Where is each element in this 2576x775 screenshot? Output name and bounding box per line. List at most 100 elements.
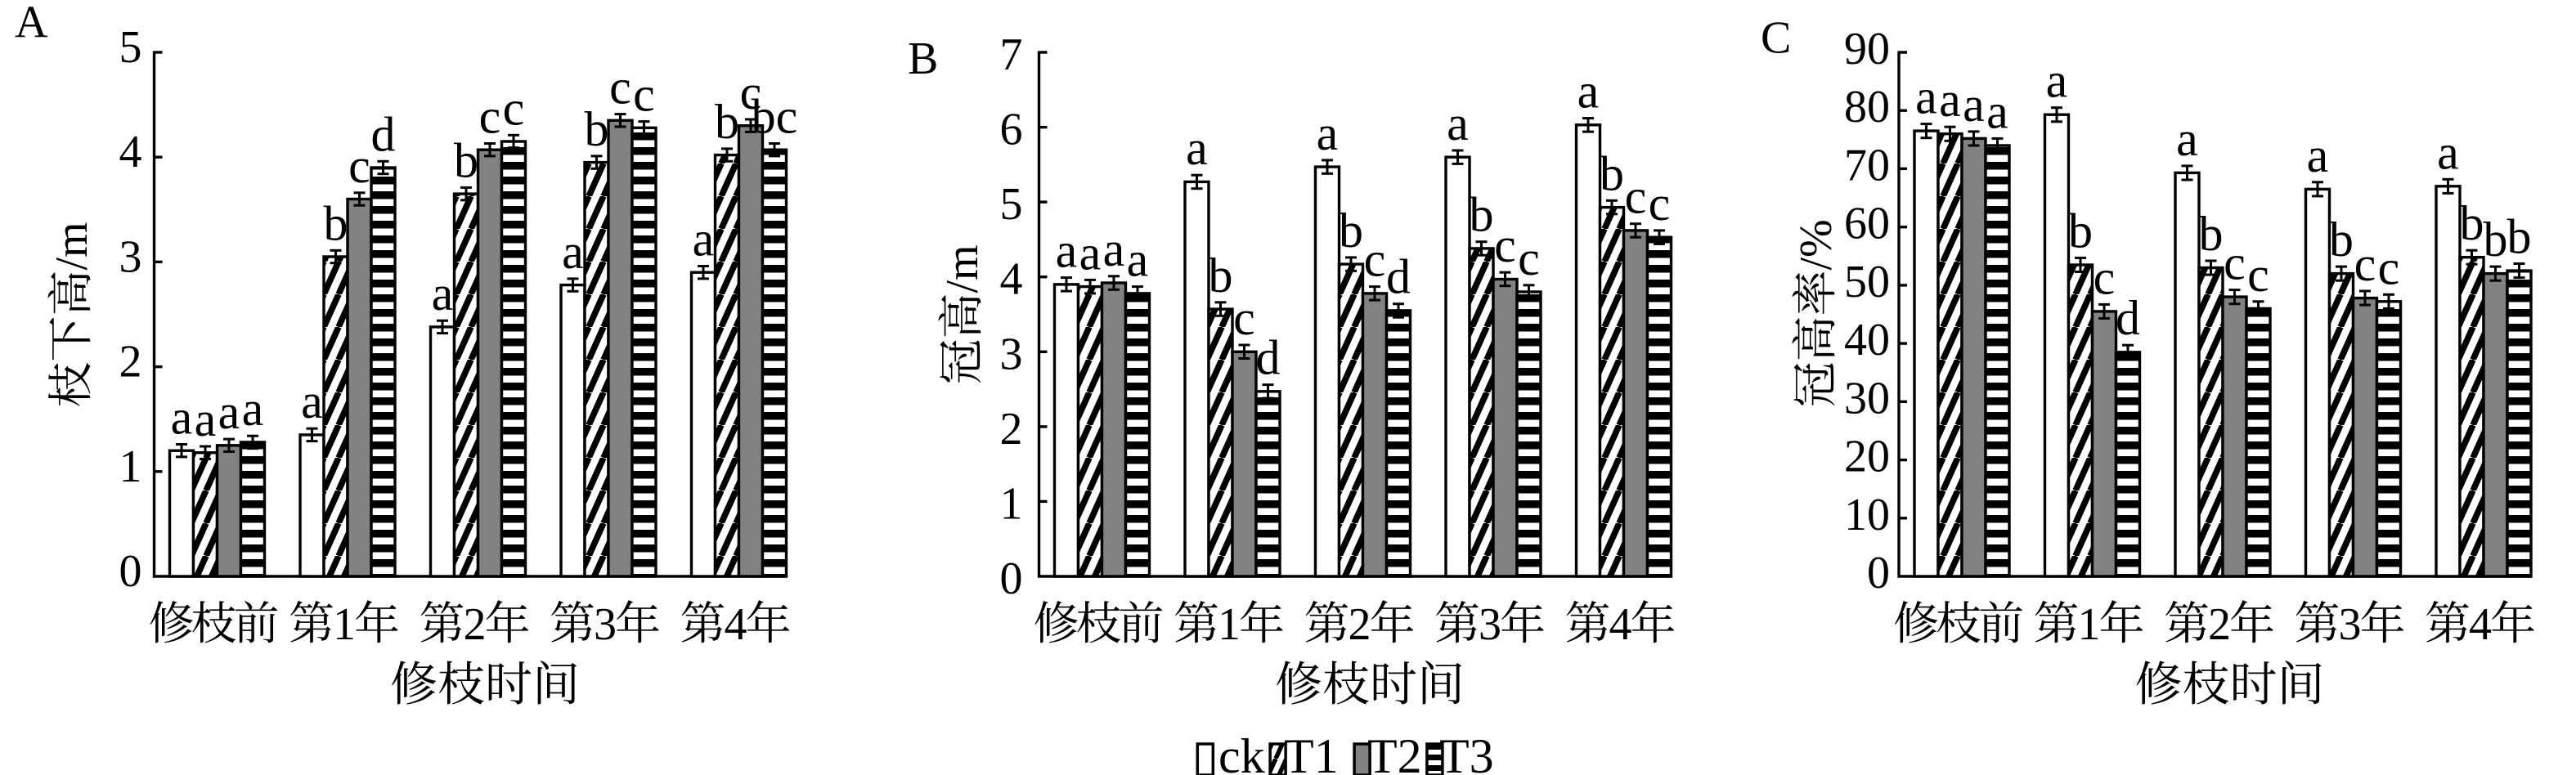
svg-text:a: a bbox=[1915, 70, 1937, 124]
svg-text:3: 3 bbox=[1479, 599, 1501, 650]
svg-text:c: c bbox=[1649, 177, 1671, 231]
svg-text:2: 2 bbox=[464, 599, 487, 650]
svg-text:C: C bbox=[1761, 13, 1791, 64]
svg-text:50: 50 bbox=[1844, 257, 1890, 307]
svg-text:a: a bbox=[562, 225, 584, 279]
svg-text:c: c bbox=[2094, 250, 2116, 304]
svg-text:A: A bbox=[15, 0, 48, 48]
svg-text:40: 40 bbox=[1844, 315, 1890, 365]
svg-text:c: c bbox=[1494, 218, 1516, 272]
svg-text:c: c bbox=[503, 81, 525, 135]
svg-text:b: b bbox=[1339, 204, 1363, 258]
svg-text:2: 2 bbox=[119, 337, 142, 388]
svg-text:70: 70 bbox=[1844, 140, 1890, 190]
svg-text:a: a bbox=[1963, 78, 1985, 132]
svg-text:a: a bbox=[693, 213, 715, 267]
svg-text:4: 4 bbox=[119, 127, 142, 177]
svg-text:a: a bbox=[1186, 121, 1208, 175]
svg-text:/m: /m bbox=[937, 244, 988, 293]
svg-text:b: b bbox=[454, 133, 478, 187]
svg-text:a: a bbox=[1103, 222, 1125, 276]
svg-text:b: b bbox=[585, 102, 609, 156]
svg-text:B: B bbox=[908, 34, 938, 84]
svg-text:c: c bbox=[1233, 291, 1255, 345]
svg-text:c: c bbox=[609, 60, 631, 114]
svg-text:b: b bbox=[324, 196, 348, 250]
svg-text:30: 30 bbox=[1844, 373, 1890, 423]
svg-text:b: b bbox=[2329, 213, 2354, 267]
svg-text:d: d bbox=[371, 107, 396, 161]
svg-text:ck: ck bbox=[1218, 729, 1265, 775]
svg-text:bc: bc bbox=[752, 90, 798, 144]
svg-text:a: a bbox=[1056, 224, 1078, 278]
svg-text:2: 2 bbox=[1000, 404, 1023, 455]
svg-text:a: a bbox=[1079, 226, 1102, 280]
svg-text:7: 7 bbox=[1000, 29, 1023, 80]
svg-text:a: a bbox=[1986, 84, 2008, 138]
svg-text:2: 2 bbox=[2208, 599, 2231, 650]
svg-text:T2: T2 bbox=[1367, 729, 1422, 775]
svg-text:c: c bbox=[1625, 170, 1647, 224]
svg-text:a: a bbox=[2176, 112, 2198, 166]
svg-text:a: a bbox=[1577, 65, 1600, 119]
svg-text:c: c bbox=[2378, 240, 2400, 294]
svg-text:a: a bbox=[171, 391, 193, 445]
svg-text:/%: /% bbox=[1791, 219, 1842, 270]
svg-text:c: c bbox=[2247, 248, 2269, 302]
svg-text:a: a bbox=[1317, 106, 1339, 160]
svg-text:b: b bbox=[1209, 249, 1233, 302]
svg-text:b: b bbox=[2460, 196, 2484, 250]
svg-text:c: c bbox=[633, 68, 655, 122]
svg-text:20: 20 bbox=[1844, 432, 1890, 482]
svg-text:4: 4 bbox=[1609, 599, 1632, 650]
svg-text:T3: T3 bbox=[1439, 729, 1494, 775]
svg-text:1: 1 bbox=[1218, 599, 1241, 650]
svg-text:3: 3 bbox=[119, 231, 142, 282]
svg-text:c: c bbox=[1364, 233, 1386, 287]
svg-text:c: c bbox=[2224, 236, 2246, 290]
svg-text:/m: /m bbox=[47, 222, 97, 270]
svg-text:5: 5 bbox=[119, 22, 142, 73]
svg-text:a: a bbox=[2307, 128, 2329, 182]
svg-text:6: 6 bbox=[1000, 105, 1023, 155]
svg-text:80: 80 bbox=[1844, 82, 1890, 132]
svg-text:c: c bbox=[740, 65, 762, 119]
svg-text:3: 3 bbox=[594, 599, 617, 650]
svg-text:b: b bbox=[1470, 188, 1494, 242]
svg-text:T1: T1 bbox=[1284, 729, 1339, 775]
svg-text:a: a bbox=[218, 385, 240, 439]
svg-text:a: a bbox=[1127, 233, 1149, 287]
svg-text:60: 60 bbox=[1844, 199, 1890, 249]
svg-text:10: 10 bbox=[1844, 490, 1890, 540]
svg-text:0: 0 bbox=[1867, 548, 1890, 598]
svg-text:a: a bbox=[2437, 125, 2459, 179]
svg-text:0: 0 bbox=[119, 546, 142, 597]
svg-text:b: b bbox=[2507, 210, 2532, 264]
svg-text:4: 4 bbox=[1000, 254, 1023, 305]
svg-text:1: 1 bbox=[333, 599, 356, 650]
svg-text:0: 0 bbox=[1000, 553, 1023, 604]
svg-text:3: 3 bbox=[1000, 329, 1023, 379]
svg-text:1: 1 bbox=[1000, 478, 1023, 529]
svg-text:a: a bbox=[2046, 54, 2068, 108]
svg-text:d: d bbox=[1386, 250, 1411, 304]
svg-text:a: a bbox=[242, 382, 264, 436]
svg-text:a: a bbox=[195, 392, 217, 446]
svg-text:a: a bbox=[301, 374, 323, 428]
svg-text:d: d bbox=[2116, 291, 2140, 345]
svg-text:4: 4 bbox=[2469, 599, 2492, 650]
svg-text:1: 1 bbox=[2078, 599, 2101, 650]
svg-text:3: 3 bbox=[2339, 599, 2362, 650]
svg-text:4: 4 bbox=[725, 599, 747, 650]
svg-text:d: d bbox=[1256, 331, 1281, 385]
svg-text:b: b bbox=[2484, 213, 2508, 267]
svg-text:b: b bbox=[2068, 204, 2093, 258]
svg-text:1: 1 bbox=[119, 441, 142, 492]
svg-text:2: 2 bbox=[1349, 599, 1371, 650]
svg-text:a: a bbox=[1939, 73, 1961, 127]
svg-text:b: b bbox=[2199, 207, 2224, 261]
svg-text:b: b bbox=[715, 95, 739, 149]
svg-text:c: c bbox=[348, 139, 370, 193]
svg-text:c: c bbox=[1518, 231, 1540, 285]
svg-text:a: a bbox=[432, 267, 454, 320]
